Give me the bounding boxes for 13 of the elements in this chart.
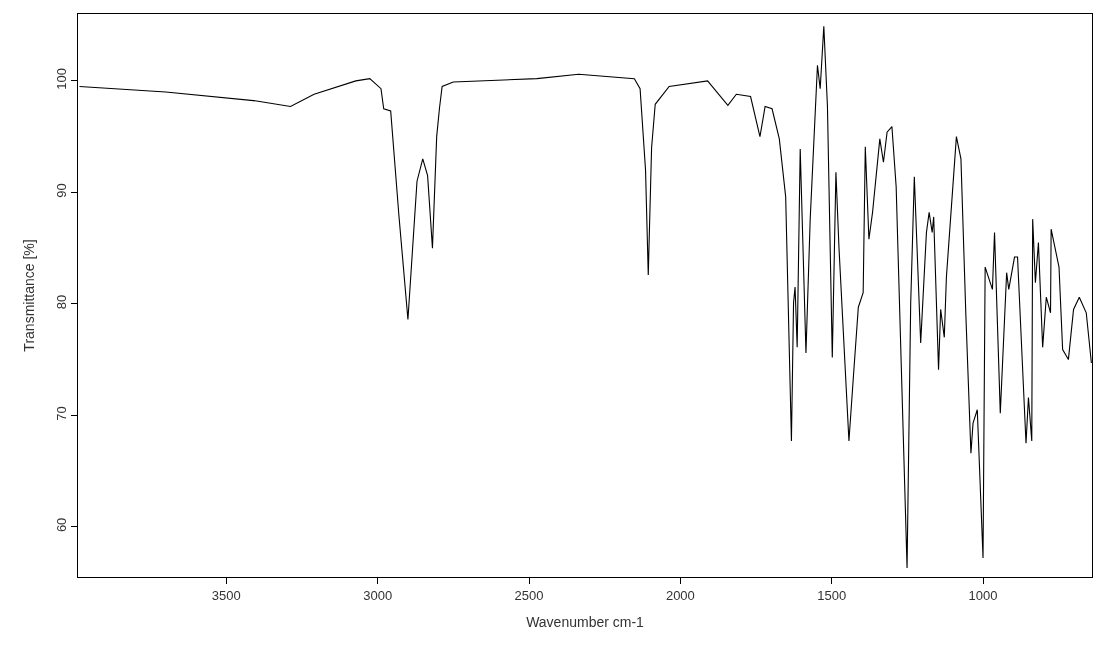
x-tick-label: 2000 <box>665 587 695 603</box>
y-tick-label: 70 <box>53 406 69 421</box>
y-tick-label: 80 <box>53 294 69 310</box>
y-tick-label: 90 <box>53 183 69 198</box>
y-tick-label: 60 <box>53 517 69 533</box>
x-tick-label: 2500 <box>514 587 544 603</box>
x-tick-label: 1000 <box>968 587 998 603</box>
x-tick-label: 1500 <box>817 587 847 603</box>
y-tick-label: 100 <box>53 68 69 90</box>
x-axis-title: Wavenumber cm-1 <box>526 614 645 631</box>
x-tick-label: 3000 <box>363 587 393 603</box>
x-tick-label: 3500 <box>211 587 241 603</box>
y-axis-title: Transmittance [%] <box>21 239 38 352</box>
